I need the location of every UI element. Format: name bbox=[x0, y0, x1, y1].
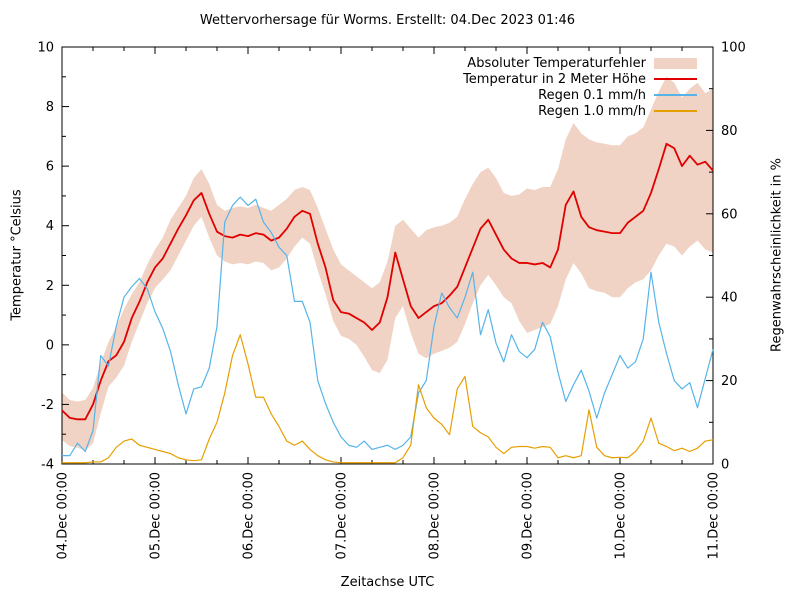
legend-error-band-swatch bbox=[654, 57, 697, 69]
x-axis-label: Zeitachse UTC bbox=[340, 575, 435, 590]
temperature-line bbox=[61, 142, 714, 421]
y-left-tick-label: -4 bbox=[41, 458, 54, 473]
legend-temperature-line-sample bbox=[654, 78, 697, 80]
y-left-tick-label: 2 bbox=[46, 279, 54, 294]
rain-01-line bbox=[62, 196, 714, 457]
error-band bbox=[62, 76, 713, 451]
legend-item-error-band: Absoluter Temperaturfehler bbox=[463, 55, 697, 71]
y-left-tick-label: -2 bbox=[41, 398, 54, 413]
x-tick-label: 11.Dec 00:00 bbox=[707, 472, 722, 559]
y-right-tick-label: 0 bbox=[721, 458, 729, 473]
x-tick-label: 10.Dec 00:00 bbox=[614, 472, 629, 559]
y-left-tick-label: 6 bbox=[46, 160, 54, 175]
y-left-tick-label: 10 bbox=[37, 41, 54, 56]
chart-title: Wettervorhersage für Worms. Erstellt: 04… bbox=[199, 13, 576, 28]
x-tick-label: 06.Dec 00:00 bbox=[242, 472, 257, 559]
legend-label-rain-01: Regen 0.1 mm/h bbox=[538, 87, 646, 103]
x-tick-label: 05.Dec 00:00 bbox=[149, 472, 164, 559]
y-right-tick-label: 40 bbox=[721, 291, 738, 306]
y-right-tick-label: 100 bbox=[721, 41, 746, 56]
chart-legend: Absoluter Temperaturfehler Temperatur in… bbox=[463, 55, 697, 119]
y-left-tick-label: 4 bbox=[46, 219, 54, 234]
legend-label-temperature: Temperatur in 2 Meter Höhe bbox=[463, 71, 646, 87]
legend-rain-01-line-sample bbox=[654, 94, 697, 96]
legend-label-rain-10: Regen 1.0 mm/h bbox=[538, 103, 646, 119]
y-left-tick-label: 8 bbox=[46, 100, 54, 115]
y-right-tick-label: 60 bbox=[721, 207, 738, 222]
x-tick-label: 09.Dec 00:00 bbox=[521, 472, 536, 559]
y-right-tick-label: 20 bbox=[721, 374, 738, 389]
legend-label-error-band: Absoluter Temperaturfehler bbox=[467, 55, 646, 71]
x-tick-label: 04.Dec 00:00 bbox=[56, 472, 71, 559]
rain-10-line bbox=[62, 334, 714, 464]
legend-item-temperature: Temperatur in 2 Meter Höhe bbox=[463, 71, 697, 87]
x-tick-label: 08.Dec 00:00 bbox=[428, 472, 443, 559]
x-tick-label: 07.Dec 00:00 bbox=[335, 472, 350, 559]
legend-rain-10-line-sample bbox=[654, 110, 697, 112]
legend-item-rain-10: Regen 1.0 mm/h bbox=[463, 103, 697, 119]
y-left-tick-label: 0 bbox=[46, 338, 54, 353]
y-right-tick-label: 80 bbox=[721, 124, 738, 139]
legend-item-rain-01: Regen 0.1 mm/h bbox=[463, 87, 697, 103]
